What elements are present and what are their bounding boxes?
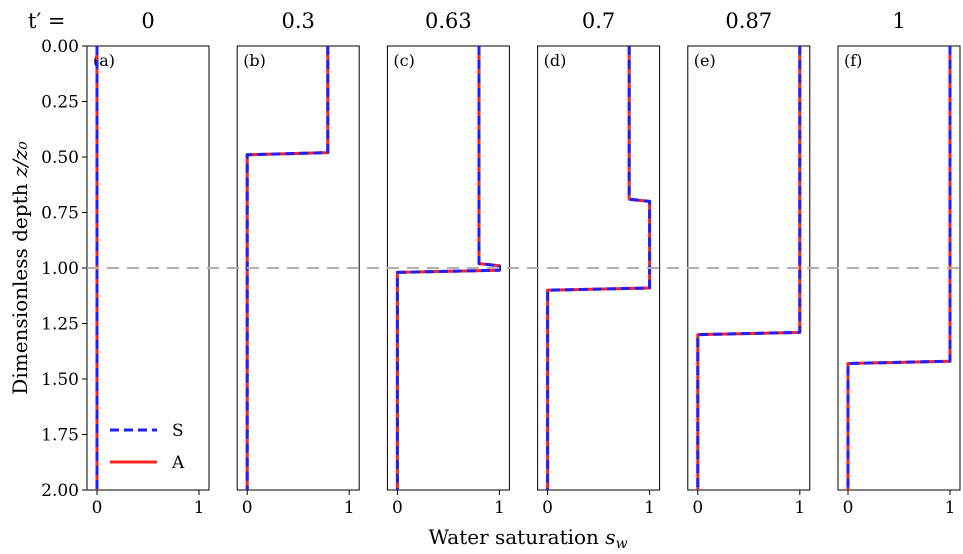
x-tick-label: 1 [794, 498, 805, 518]
labels-layer: t′ = Dimensionless depth z/z₀ Water satu… [8, 9, 628, 552]
legend-a-label: A [171, 453, 185, 473]
y-tick-label: 2.00 [41, 481, 79, 501]
panel-a: 0 1 0.00 0.25 0.50 0.75 1.00 1.25 1.50 1.75 2.00 0 (… [41, 9, 210, 518]
x-tick-label: 1 [344, 498, 355, 518]
y-tick-label: 0.50 [41, 148, 79, 168]
legend: S A [110, 421, 185, 473]
panel-d: 0 1 0.7 (d) [537, 9, 661, 518]
panel-letter: (e) [694, 51, 716, 70]
x-tick-label: 0 [843, 498, 854, 518]
y-tick-label: 0.00 [41, 37, 79, 57]
x-tick-label: 0 [392, 498, 403, 518]
panel-e: 0 1 0.87 (e) [687, 9, 811, 518]
panel-letter: (b) [243, 51, 266, 70]
x-tick-label: 0 [692, 498, 703, 518]
panel-time-label: 0.63 [425, 9, 472, 33]
y-axis-label: Dimensionless depth z/z₀ [8, 141, 32, 394]
panel-b: 0 1 0.3 (b) [236, 9, 360, 518]
series-s-line [395, 46, 501, 490]
panel-time-label: 1 [892, 9, 905, 33]
x-tick-label: 1 [644, 498, 655, 518]
panel-time-label: 0.87 [725, 9, 772, 33]
time-prefix-label: t′ = [28, 9, 65, 33]
series-s-line [546, 46, 652, 490]
panel-time-label: 0.7 [582, 9, 615, 33]
y-tick-label: 1.25 [41, 315, 79, 335]
y-tick-label: 1.75 [41, 426, 79, 446]
panel-letter: (f) [844, 51, 862, 70]
x-tick-label: 1 [945, 498, 956, 518]
x-tick-label: 0 [542, 498, 553, 518]
panel-time-label: 0.3 [281, 9, 314, 33]
y-tick-label: 1.00 [41, 259, 79, 279]
panel-letter: (d) [544, 51, 567, 70]
x-tick-label: 1 [194, 498, 205, 518]
panel-letter: (a) [93, 51, 115, 70]
series-s-line [696, 46, 802, 490]
x-tick-label: 0 [242, 498, 253, 518]
panel-c: 0 1 0.63 (c) [386, 9, 510, 518]
panels-layer: 0 1 0.00 0.25 0.50 0.75 1.00 1.25 1.50 1.75 2.00 0 (… [41, 9, 961, 518]
x-tick-label: 1 [494, 498, 505, 518]
series-s-line [245, 46, 330, 490]
panel-time-label: 0 [141, 9, 154, 33]
y-tick-label: 0.75 [41, 204, 79, 224]
legend-s-label: S [172, 421, 184, 441]
x-tick-label: 0 [92, 498, 103, 518]
y-tick-label: 0.25 [41, 93, 79, 113]
panel-f: 0 1 1 (f) [837, 9, 961, 518]
x-axis-label: Water saturation sw [428, 525, 627, 552]
y-tick-label: 1.50 [41, 370, 79, 390]
panel-letter: (c) [393, 51, 414, 70]
series-s-line [846, 46, 952, 490]
